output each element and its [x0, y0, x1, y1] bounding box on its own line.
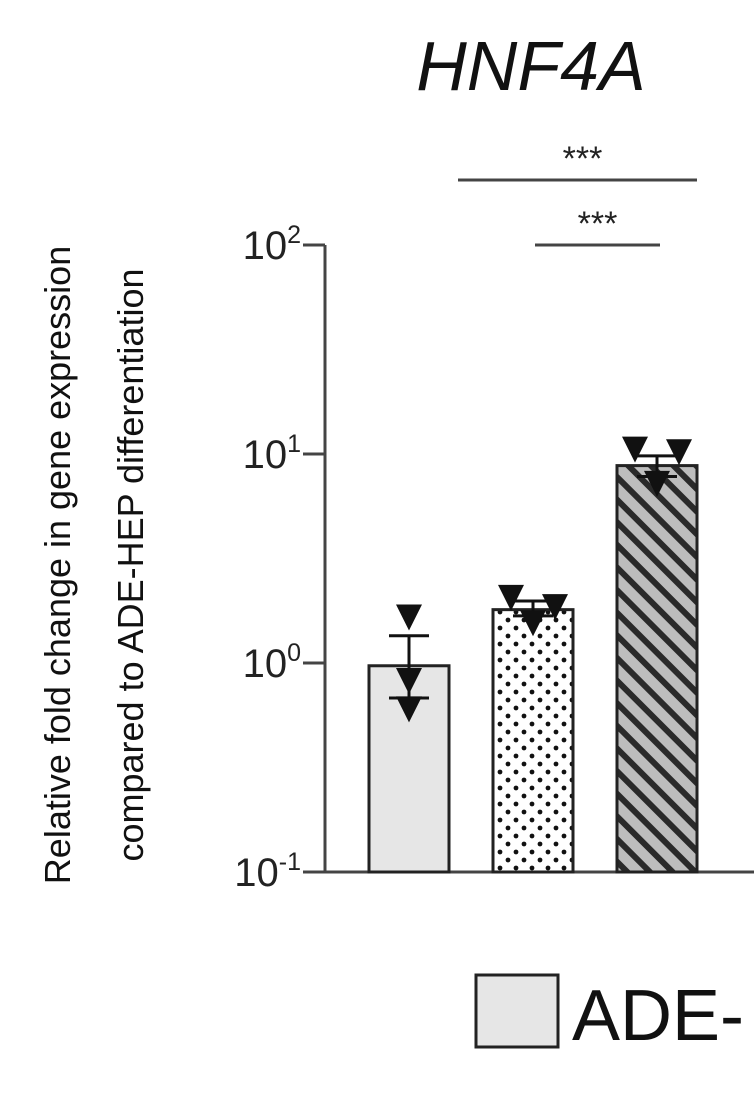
data-point-marker — [498, 584, 524, 611]
legend-label: ADE- — [572, 976, 744, 1056]
data-point-marker — [644, 470, 670, 497]
y-tick-base: 10 — [234, 851, 279, 895]
data-point-marker — [396, 696, 422, 723]
y-tick-label: 102 — [243, 221, 301, 268]
y-tick-base: 10 — [243, 433, 288, 477]
significance-label: *** — [563, 140, 603, 178]
legend-swatch — [474, 973, 560, 1049]
bar — [615, 464, 699, 874]
data-point-marker — [542, 594, 568, 621]
y-tick-base: 10 — [243, 224, 288, 268]
y-tick-base: 10 — [243, 642, 288, 686]
y-tick-label: 10-1 — [234, 848, 301, 895]
y-tick-exponent: 1 — [287, 430, 301, 458]
y-axis-label-line-1: Relative fold change in gene expression — [37, 246, 78, 884]
y-tick-exponent: -1 — [279, 848, 301, 876]
chart-title: HNF4A — [416, 27, 645, 105]
significance-label: *** — [578, 205, 618, 243]
data-point-marker — [622, 436, 648, 463]
bar — [491, 608, 575, 874]
y-axis-label-line-2: compared to ADE-HEP differentiation — [110, 269, 151, 862]
data-point-marker — [666, 439, 692, 466]
y-tick-exponent: 2 — [287, 221, 301, 249]
y-tick-exponent: 0 — [287, 639, 301, 667]
y-tick-label: 100 — [243, 639, 301, 686]
data-point-marker — [396, 668, 422, 695]
y-tick-label: 101 — [243, 430, 301, 477]
data-point-marker — [520, 610, 546, 637]
data-point-marker — [396, 604, 422, 631]
